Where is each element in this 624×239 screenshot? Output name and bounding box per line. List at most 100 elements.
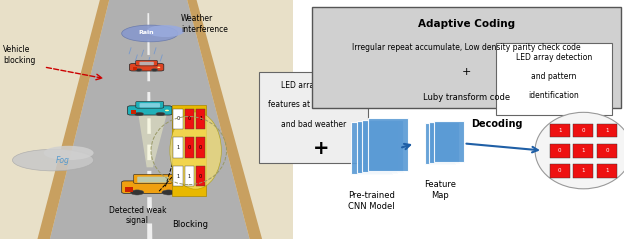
Polygon shape bbox=[37, 0, 109, 239]
FancyBboxPatch shape bbox=[139, 62, 154, 65]
Text: 1: 1 bbox=[177, 145, 180, 150]
Bar bbox=[196, 109, 205, 129]
Bar bbox=[196, 166, 205, 186]
Text: and pattern: and pattern bbox=[531, 72, 577, 81]
Bar bbox=[357, 121, 397, 173]
Circle shape bbox=[135, 112, 144, 116]
Text: +: + bbox=[313, 139, 329, 158]
Bar bbox=[185, 166, 194, 186]
Circle shape bbox=[130, 190, 144, 195]
Text: 0: 0 bbox=[188, 145, 191, 150]
Bar bbox=[351, 122, 391, 174]
Bar bbox=[173, 109, 183, 129]
Text: 0: 0 bbox=[605, 148, 609, 153]
Text: Weather
interference: Weather interference bbox=[181, 14, 228, 34]
Text: Pre-trained
CNN Model: Pre-trained CNN Model bbox=[348, 191, 395, 211]
Bar bbox=[573, 124, 593, 137]
Bar bbox=[550, 124, 570, 137]
Text: LED array region: LED array region bbox=[281, 81, 346, 90]
Bar bbox=[362, 120, 403, 172]
Text: identification: identification bbox=[529, 91, 579, 100]
Bar bbox=[429, 122, 459, 163]
Polygon shape bbox=[147, 197, 152, 213]
Bar bbox=[496, 43, 612, 115]
Polygon shape bbox=[137, 108, 168, 167]
Ellipse shape bbox=[12, 149, 94, 171]
Text: 0: 0 bbox=[582, 128, 585, 133]
Bar bbox=[425, 123, 455, 164]
Polygon shape bbox=[147, 92, 150, 108]
Bar bbox=[196, 137, 205, 158]
Circle shape bbox=[162, 190, 175, 195]
Ellipse shape bbox=[44, 146, 94, 160]
Circle shape bbox=[165, 110, 169, 111]
Text: +: + bbox=[462, 67, 471, 77]
Polygon shape bbox=[147, 66, 150, 81]
Circle shape bbox=[151, 69, 158, 71]
Bar bbox=[597, 144, 617, 158]
Bar bbox=[259, 72, 368, 163]
Circle shape bbox=[135, 69, 142, 71]
Polygon shape bbox=[0, 0, 293, 239]
Polygon shape bbox=[147, 223, 152, 239]
Text: Decoding: Decoding bbox=[471, 119, 523, 129]
FancyBboxPatch shape bbox=[127, 106, 172, 115]
Bar bbox=[173, 137, 183, 158]
FancyBboxPatch shape bbox=[122, 181, 184, 193]
Text: 0: 0 bbox=[188, 116, 191, 121]
FancyBboxPatch shape bbox=[135, 60, 157, 66]
Bar bbox=[368, 118, 409, 171]
Text: 1: 1 bbox=[582, 148, 585, 153]
Text: 1: 1 bbox=[582, 168, 585, 173]
Bar bbox=[434, 121, 464, 162]
FancyBboxPatch shape bbox=[134, 174, 172, 183]
Text: Blocking: Blocking bbox=[172, 220, 208, 229]
Text: Vehicle
blocking: Vehicle blocking bbox=[3, 45, 36, 65]
Bar bbox=[185, 137, 194, 158]
Polygon shape bbox=[147, 118, 151, 134]
Bar bbox=[173, 166, 183, 186]
Bar bbox=[185, 109, 194, 129]
FancyBboxPatch shape bbox=[130, 64, 163, 71]
Text: Rain: Rain bbox=[139, 30, 155, 35]
Circle shape bbox=[156, 112, 165, 116]
Bar bbox=[573, 144, 593, 158]
Text: Luby transform code: Luby transform code bbox=[423, 93, 510, 102]
Text: Irregular repeat accumulate, Low density parity check code: Irregular repeat accumulate, Low density… bbox=[352, 43, 581, 52]
Polygon shape bbox=[147, 13, 149, 29]
Bar bbox=[172, 105, 206, 196]
Bar bbox=[597, 124, 617, 137]
Bar bbox=[597, 164, 617, 178]
Text: and bad weather: and bad weather bbox=[281, 120, 346, 129]
Text: 0: 0 bbox=[558, 148, 562, 153]
Text: Feature
Map: Feature Map bbox=[424, 180, 456, 200]
Text: 1: 1 bbox=[558, 128, 562, 133]
Text: Fog: Fog bbox=[56, 156, 69, 165]
Text: 0: 0 bbox=[558, 168, 562, 173]
Circle shape bbox=[176, 186, 182, 188]
Bar bbox=[130, 110, 137, 114]
Text: Detected weak
signal: Detected weak signal bbox=[109, 206, 166, 225]
Ellipse shape bbox=[535, 112, 624, 189]
Bar bbox=[312, 7, 621, 108]
Ellipse shape bbox=[147, 25, 184, 37]
Polygon shape bbox=[187, 0, 262, 239]
Bar bbox=[573, 164, 593, 178]
Text: 1: 1 bbox=[605, 168, 609, 173]
Polygon shape bbox=[147, 39, 150, 55]
Polygon shape bbox=[147, 145, 151, 160]
Bar bbox=[550, 144, 570, 158]
Text: 1: 1 bbox=[199, 116, 202, 121]
Text: 0: 0 bbox=[199, 174, 202, 179]
Bar bbox=[132, 67, 137, 70]
Text: features at illumination: features at illumination bbox=[268, 100, 359, 109]
Polygon shape bbox=[147, 171, 152, 186]
Ellipse shape bbox=[122, 25, 178, 42]
Text: 0: 0 bbox=[199, 145, 202, 150]
Text: Adaptive Coding: Adaptive Coding bbox=[418, 19, 515, 29]
Text: 1: 1 bbox=[188, 174, 191, 179]
Text: 0: 0 bbox=[177, 116, 180, 121]
Ellipse shape bbox=[170, 112, 222, 189]
Circle shape bbox=[157, 67, 160, 68]
Text: 1: 1 bbox=[177, 174, 180, 179]
